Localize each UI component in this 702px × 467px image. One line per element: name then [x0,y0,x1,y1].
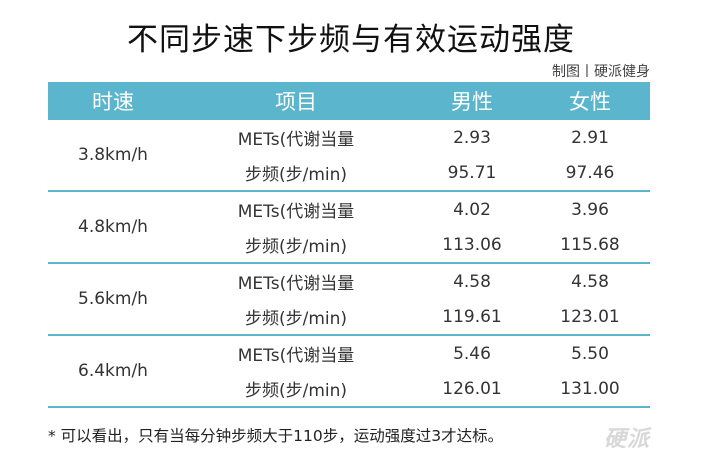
male-cell: 2.93 [453,127,491,148]
table-row: 步频(步/min) 126.01 131.00 [178,371,650,406]
male-cell: 4.02 [453,199,491,220]
item-cell: 步频(步/min) [244,165,348,185]
speed-cell: 6.4km/h [78,361,148,381]
credit-text: 制图丨硬派健身 [552,64,650,80]
header-item: 项目 [275,90,317,114]
page-title: 不同步速下步频与有效运动强度 [127,22,575,58]
female-cell: 131.00 [560,378,620,399]
item-cell: METs(代谢当量 [237,346,355,366]
female-cell: 97.46 [565,162,615,183]
item-cell: METs(代谢当量 [237,274,355,294]
male-cell: 113.06 [442,234,502,255]
table-group: 3.8km/h METs(代谢当量 2.93 2.91 步频(步/min) 95… [48,120,650,192]
table-row: 步频(步/min) 113.06 115.68 [178,227,650,262]
table-row: METs(代谢当量 2.93 2.91 [178,120,650,155]
male-cell: 5.46 [453,343,491,364]
item-cell: METs(代谢当量 [237,130,355,150]
speed-cell: 4.8km/h [78,217,148,237]
header-male: 男性 [451,90,493,114]
female-cell: 5.50 [571,343,609,364]
header-speed: 时速 [92,90,134,114]
item-cell: METs(代谢当量 [237,202,355,222]
female-cell: 123.01 [560,306,620,327]
male-cell: 95.71 [447,162,497,183]
table-group: 6.4km/h METs(代谢当量 5.46 5.50 步频(步/min) 12… [48,336,650,408]
table-group: 5.6km/h METs(代谢当量 4.58 4.58 步频(步/min) 11… [48,264,650,336]
table-group: 4.8km/h METs(代谢当量 4.02 3.96 步频(步/min) 11… [48,192,650,264]
speed-cell: 5.6km/h [78,289,148,309]
speed-cell: 3.8km/h [78,145,148,165]
female-cell: 115.68 [560,234,620,255]
footnote: * 可以看出，只有当每分钟步频大于110步，运动强度过3才达标。 [48,427,504,445]
male-cell: 119.61 [442,306,502,327]
male-cell: 126.01 [442,378,502,399]
header-female: 女性 [569,90,611,114]
female-cell: 4.58 [571,271,609,292]
table-row: 步频(步/min) 95.71 97.46 [178,155,650,190]
item-cell: 步频(步/min) [244,309,348,329]
table-header: 时速 项目 男性 女性 [48,82,650,120]
male-cell: 4.58 [453,271,491,292]
table-row: METs(代谢当量 4.02 3.96 [178,192,650,227]
item-cell: 步频(步/min) [244,237,348,257]
watermark-logo: 硬派 [603,427,650,452]
table-row: METs(代谢当量 5.46 5.50 [178,336,650,371]
data-table: 时速 项目 男性 女性 3.8km/h METs(代谢当量 2.93 2.91 … [48,82,650,408]
table-row: METs(代谢当量 4.58 4.58 [178,264,650,299]
item-cell: 步频(步/min) [244,381,348,401]
table-row: 步频(步/min) 119.61 123.01 [178,299,650,334]
female-cell: 2.91 [571,127,609,148]
female-cell: 3.96 [571,199,609,220]
